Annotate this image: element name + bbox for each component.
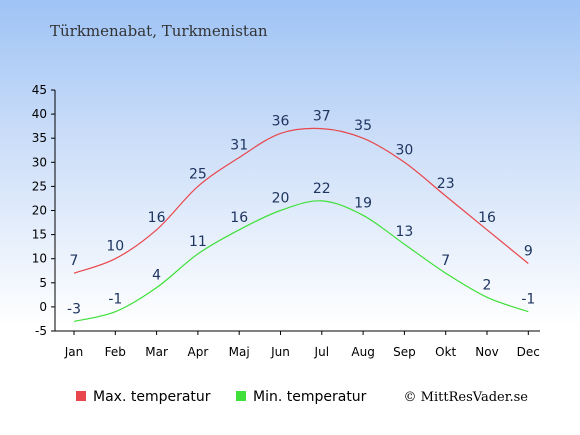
- legend-max-label: Max. temperatur: [93, 389, 211, 405]
- min-temperature-value-label: -1: [521, 292, 535, 308]
- min-temperature-line: [73, 200, 529, 322]
- y-axis-ticks: 45 40 35 30 25 20 15 10 5 0 -5: [32, 83, 55, 338]
- y-tick-label: 45: [32, 83, 47, 97]
- max-temperature-value-label: 31: [230, 137, 248, 153]
- y-tick-label: 5: [39, 276, 47, 290]
- x-tick-label: Aug: [351, 345, 374, 359]
- min-temperature-value-label: 19: [354, 195, 372, 211]
- x-tick-label: Nov: [475, 345, 498, 359]
- x-axis-ticks: Jan Feb Mar Apr Maj Jun Jul Aug Sep Okt Nov Dec: [64, 331, 540, 359]
- y-tick-label: 10: [32, 252, 47, 266]
- legend-max-swatch: [76, 391, 86, 401]
- max-temperature-value-label: 16: [148, 210, 166, 226]
- axes: [54, 90, 540, 332]
- max-temperature-value-label: 23: [437, 176, 455, 192]
- legend-min-swatch: [236, 391, 246, 401]
- chart-title: Türkmenabat, Turkmenistan: [50, 22, 268, 40]
- x-tick-label: Okt: [435, 345, 456, 359]
- max-temperature-value-label: 30: [395, 142, 413, 158]
- max-temperature-value-label: 36: [272, 113, 290, 129]
- x-tick-label: Jan: [64, 345, 84, 359]
- min-temperature-value-label: 20: [272, 191, 290, 207]
- min-temperature-value-label: 13: [395, 224, 413, 240]
- min-temperature-value-label: 22: [313, 181, 331, 197]
- x-tick-label: Sep: [393, 345, 416, 359]
- x-tick-label: Maj: [229, 345, 250, 359]
- y-tick-label: 20: [32, 204, 47, 218]
- max-temperature-value-label: 10: [106, 239, 124, 255]
- y-tick-label: 40: [32, 107, 47, 121]
- x-tick-label: Feb: [105, 345, 126, 359]
- min-temperature-value-label: 16: [230, 210, 248, 226]
- x-tick-label: Dec: [517, 345, 540, 359]
- max-temperature-line: [73, 127, 529, 274]
- max-temperature-value-label: 35: [354, 118, 372, 134]
- min-temperature-value-label: 11: [189, 234, 207, 250]
- y-tick-label: 0: [39, 300, 47, 314]
- y-tick-label: -5: [35, 324, 47, 338]
- x-tick-label: Jun: [270, 345, 290, 359]
- y-tick-label: 15: [32, 228, 47, 242]
- x-tick-label: Jul: [314, 345, 329, 359]
- series-lines: [73, 127, 529, 322]
- y-tick-label: 25: [32, 179, 47, 193]
- x-tick-label: Mar: [145, 345, 168, 359]
- max-temperature-value-label: 16: [478, 210, 496, 226]
- max-temperature-value-label: 9: [524, 244, 533, 260]
- min-temperature-value-label: 2: [483, 277, 492, 293]
- min-temperature-value-label: 7: [441, 253, 450, 269]
- x-tick-label: Apr: [188, 345, 209, 359]
- max-temperature-value-label: 25: [189, 166, 207, 182]
- credit-text: © MittResVader.se: [404, 390, 529, 405]
- min-temperature-value-label: 4: [152, 268, 161, 284]
- y-tick-label: 30: [32, 155, 47, 169]
- y-tick-label: 35: [32, 131, 47, 145]
- legend-min-label: Min. temperatur: [253, 389, 367, 405]
- data-labels: 7 10 16 25 31 36 37 35 30 23 16 9 -3 -1 4 11 16 20 22 19 13 7…: [67, 109, 535, 318]
- min-temperature-value-label: -1: [108, 292, 122, 308]
- max-temperature-value-label: 37: [313, 109, 331, 125]
- legend: Max. temperatur Min. temperatur: [76, 389, 367, 405]
- min-temperature-value-label: -3: [67, 301, 81, 317]
- max-temperature-value-label: 7: [70, 253, 79, 269]
